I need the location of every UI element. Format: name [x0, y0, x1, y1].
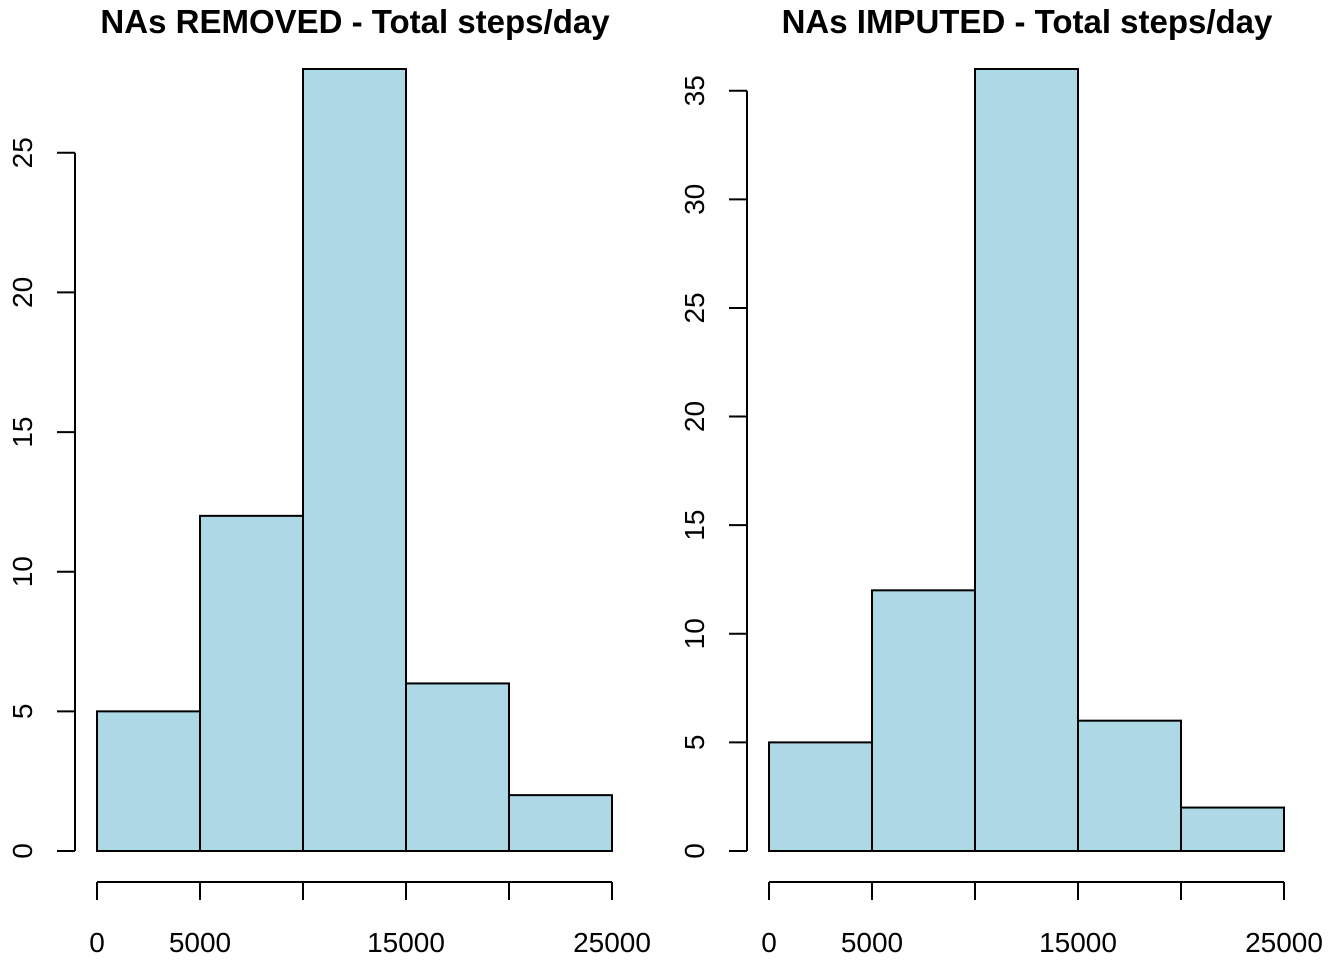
x-tick-label: 15000 — [367, 927, 445, 958]
histogram-panel-nas-imputed: NAs IMPUTED - Total steps/day 0 5 10 15 20 25 3… — [679, 3, 1323, 958]
chart-title: NAs REMOVED - Total steps/day — [100, 3, 610, 40]
y-tick-label: 0 — [679, 843, 710, 859]
y-tick-label: 30 — [679, 184, 710, 215]
x-tick-label: 5000 — [841, 927, 903, 958]
histogram-bar — [508, 794, 613, 853]
y-tick-label: 35 — [679, 75, 710, 106]
histogram-bar — [871, 589, 976, 852]
y-tick-label: 25 — [7, 137, 38, 168]
histogram-bar — [96, 710, 201, 852]
x-tick-label: 0 — [761, 927, 777, 958]
histogram-bar — [1077, 719, 1182, 853]
y-tick-label: 15 — [679, 510, 710, 541]
histogram-bar — [1180, 806, 1285, 852]
x-tick-label: 5000 — [169, 927, 231, 958]
y-tick-label: 20 — [679, 401, 710, 432]
y-tick-label: 10 — [679, 618, 710, 649]
histogram-bar — [974, 68, 1079, 852]
y-tick-label: 5 — [7, 704, 38, 720]
x-tick-label: 15000 — [1039, 927, 1117, 958]
histogram-bar — [199, 514, 304, 852]
histogram-bar — [302, 68, 407, 852]
y-tick-label: 15 — [7, 416, 38, 447]
y-tick-label: 5 — [679, 735, 710, 751]
histogram-bar — [405, 682, 510, 853]
x-tick-label: 0 — [89, 927, 105, 958]
x-tick-label: 25000 — [1245, 927, 1323, 958]
y-tick-label: 0 — [7, 843, 38, 859]
y-tick-label: 20 — [7, 277, 38, 308]
histogram-panel-nas-removed: NAs REMOVED - Total steps/day05101520250… — [7, 3, 651, 958]
y-tick-label: 10 — [7, 556, 38, 587]
y-tick-label: 25 — [679, 292, 710, 323]
histogram-bar — [768, 741, 873, 853]
chart-title: NAs IMPUTED - Total steps/day — [782, 3, 1273, 40]
x-tick-label: 25000 — [573, 927, 651, 958]
